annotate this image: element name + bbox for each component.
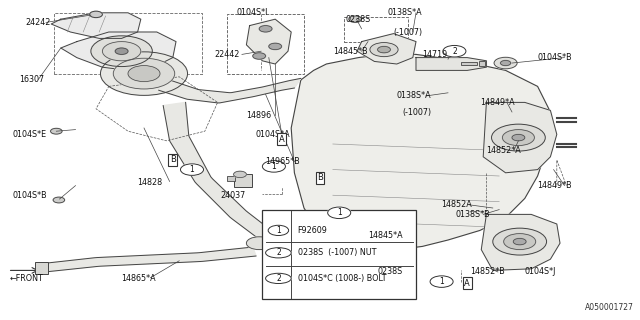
Text: 14828: 14828: [138, 178, 163, 187]
Text: 1: 1: [189, 165, 195, 174]
Polygon shape: [61, 32, 176, 70]
Text: 2: 2: [452, 47, 457, 56]
Text: 1: 1: [439, 277, 444, 286]
Polygon shape: [159, 78, 301, 103]
Text: 14852*B: 14852*B: [470, 268, 505, 276]
Circle shape: [269, 43, 282, 50]
Text: ←FRONT: ←FRONT: [10, 274, 44, 283]
Circle shape: [494, 57, 517, 69]
Text: 1: 1: [276, 226, 281, 235]
Text: 1: 1: [271, 162, 276, 171]
Circle shape: [253, 53, 266, 59]
Bar: [234, 174, 252, 187]
Circle shape: [492, 124, 545, 151]
Circle shape: [493, 228, 547, 255]
Circle shape: [513, 238, 526, 245]
Circle shape: [502, 130, 534, 146]
Text: 14852A: 14852A: [442, 200, 472, 209]
Text: 14865*A: 14865*A: [122, 274, 156, 283]
Text: 24037: 24037: [221, 191, 246, 200]
Circle shape: [90, 11, 102, 18]
Text: 0104S*A: 0104S*A: [256, 130, 291, 139]
Text: 0138S*A: 0138S*A: [397, 92, 431, 100]
Circle shape: [51, 128, 62, 134]
Text: 0104S*I: 0104S*I: [237, 8, 268, 17]
Text: 2: 2: [276, 248, 281, 257]
Circle shape: [102, 42, 141, 61]
Circle shape: [370, 43, 398, 57]
Polygon shape: [51, 13, 141, 38]
Bar: [35, 262, 48, 274]
Circle shape: [262, 161, 285, 172]
Bar: [227, 176, 235, 181]
Text: 14849*B: 14849*B: [538, 181, 572, 190]
Text: 14845*B: 14845*B: [333, 47, 367, 56]
Circle shape: [128, 66, 160, 82]
Bar: [461, 62, 477, 65]
Polygon shape: [481, 214, 560, 270]
Text: 14719: 14719: [422, 50, 447, 59]
Circle shape: [91, 36, 152, 67]
Text: 14896: 14896: [246, 111, 271, 120]
Text: A: A: [465, 279, 470, 288]
Circle shape: [349, 16, 362, 22]
Text: B: B: [317, 173, 323, 182]
Bar: [227, 14, 304, 74]
Polygon shape: [483, 102, 557, 173]
Circle shape: [100, 52, 188, 95]
Text: 0138S*A: 0138S*A: [387, 8, 422, 17]
Circle shape: [500, 60, 511, 66]
Circle shape: [430, 276, 453, 287]
Text: 0104S*C (1008-) BOLT: 0104S*C (1008-) BOLT: [298, 274, 386, 283]
Circle shape: [180, 164, 204, 175]
Text: 0238S  (-1007) NUT: 0238S (-1007) NUT: [298, 248, 376, 257]
Text: A050001727: A050001727: [585, 303, 634, 312]
Text: (-1007): (-1007): [394, 28, 423, 36]
Text: 0138S*B: 0138S*B: [456, 210, 490, 219]
Text: 24242: 24242: [26, 18, 51, 27]
Text: F92609: F92609: [298, 226, 328, 235]
Circle shape: [443, 45, 466, 57]
Text: 1: 1: [337, 208, 342, 217]
Text: B: B: [170, 156, 176, 164]
Circle shape: [234, 171, 246, 178]
Text: 0104S*B: 0104S*B: [13, 191, 47, 200]
Circle shape: [268, 225, 289, 236]
Polygon shape: [38, 247, 256, 273]
Circle shape: [53, 197, 65, 203]
Circle shape: [512, 134, 525, 141]
Text: 14965*B: 14965*B: [266, 157, 300, 166]
Text: 0238S: 0238S: [378, 268, 403, 276]
Text: 2: 2: [276, 274, 281, 283]
Text: 0238S: 0238S: [346, 15, 371, 24]
Text: 0104S*B: 0104S*B: [538, 53, 572, 62]
Circle shape: [115, 48, 128, 54]
Circle shape: [113, 58, 175, 89]
Text: 22442: 22442: [214, 50, 240, 59]
Circle shape: [259, 26, 272, 32]
Circle shape: [378, 46, 390, 53]
Text: 0104S*E: 0104S*E: [13, 130, 47, 139]
Bar: [479, 61, 485, 66]
Bar: [344, 17, 408, 42]
Polygon shape: [291, 54, 550, 250]
Circle shape: [504, 234, 536, 250]
Polygon shape: [416, 58, 486, 70]
Text: 14845*A: 14845*A: [368, 231, 403, 240]
Polygon shape: [246, 19, 291, 64]
Circle shape: [383, 268, 394, 273]
Text: 16307: 16307: [19, 76, 44, 84]
Circle shape: [328, 207, 351, 219]
Circle shape: [246, 237, 272, 250]
Text: 14852*A: 14852*A: [486, 146, 521, 155]
Polygon shape: [163, 102, 282, 246]
Text: A: A: [279, 135, 284, 144]
Ellipse shape: [266, 248, 291, 258]
Text: 14849*A: 14849*A: [480, 98, 515, 107]
Ellipse shape: [266, 273, 291, 284]
FancyBboxPatch shape: [262, 210, 416, 299]
Polygon shape: [357, 34, 416, 64]
Text: (-1007): (-1007): [402, 108, 431, 116]
Text: 0104S*J: 0104S*J: [525, 268, 556, 276]
